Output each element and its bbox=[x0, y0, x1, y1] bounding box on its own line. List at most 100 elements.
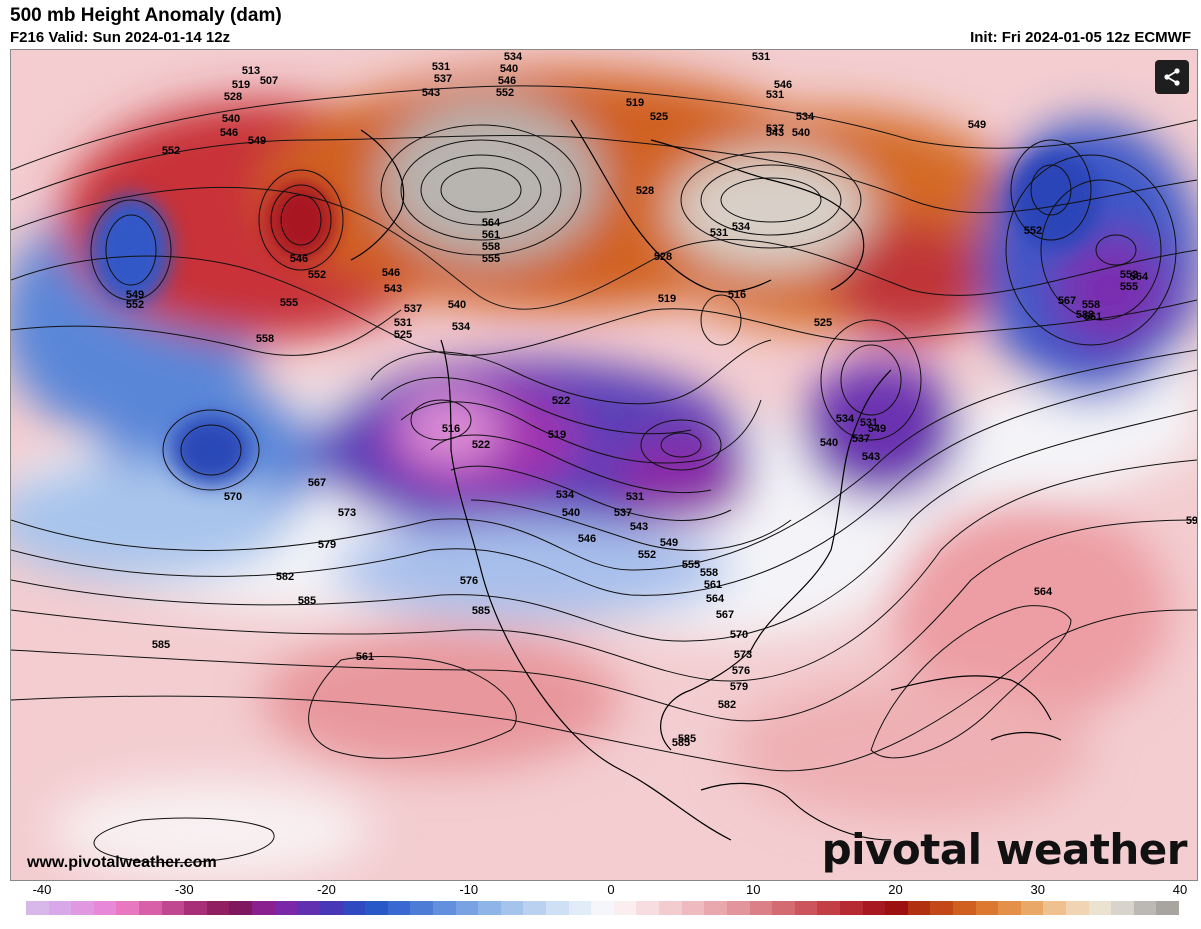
contour-label: 525 bbox=[814, 317, 832, 329]
colorbar-tick-label: 40 bbox=[1172, 882, 1188, 897]
contour-label: 519 bbox=[232, 79, 250, 91]
init-time: Init: Fri 2024-01-05 12z ECMWF bbox=[970, 29, 1191, 46]
contour-label: 576 bbox=[732, 665, 750, 677]
contour-label: 522 bbox=[552, 395, 570, 407]
contour-label: 519 bbox=[626, 97, 644, 109]
contour-label: 570 bbox=[224, 491, 242, 503]
contour-label: 546 bbox=[220, 127, 238, 139]
brand-logo: pivotal weather bbox=[821, 825, 1188, 874]
contour-label: 591 bbox=[1186, 515, 1197, 527]
contour-label: 558 bbox=[1082, 299, 1100, 311]
colorbar-swatch bbox=[455, 901, 479, 915]
contour-label: 525 bbox=[394, 329, 412, 341]
colorbar-swatch bbox=[862, 901, 886, 915]
colorbar-swatch bbox=[93, 901, 117, 915]
contour-label: 585 bbox=[472, 605, 490, 617]
contour-label: 534 bbox=[556, 489, 575, 501]
colorbar-swatch bbox=[704, 901, 727, 915]
contour-label: 558 bbox=[256, 333, 274, 345]
contour-label: 585 bbox=[152, 639, 170, 651]
contour-label: 552 bbox=[638, 549, 656, 561]
contour-label: 543 bbox=[630, 521, 648, 533]
contour-label: 537 bbox=[766, 123, 784, 135]
contour-label: 579 bbox=[318, 539, 336, 551]
contour-label: 549 bbox=[968, 119, 986, 131]
contour-label: 534 bbox=[732, 221, 751, 233]
contour-label: 582 bbox=[718, 699, 736, 711]
colorbar-swatch bbox=[229, 901, 253, 915]
colorbar-swatch bbox=[1133, 901, 1157, 915]
colorbar-swatch bbox=[1043, 901, 1067, 915]
colorbar-swatch bbox=[432, 901, 456, 915]
contour-label: 555 bbox=[482, 253, 500, 265]
colorbar-swatch bbox=[952, 901, 976, 915]
contour-label: 555 bbox=[280, 297, 298, 309]
contour-label: 537 bbox=[404, 303, 422, 315]
colorbar-swatch bbox=[591, 901, 614, 915]
anomaly-map[interactable]: 507 513 519 528 540 546 549 552 546 552 555 558 549 5… bbox=[10, 49, 1198, 881]
contour-label: 528 bbox=[224, 91, 242, 103]
contour-label: 546 bbox=[382, 267, 400, 279]
website-url: www.pivotalweather.com bbox=[27, 854, 217, 871]
colorbar-swatch bbox=[500, 901, 524, 915]
contour-label: 540 bbox=[562, 507, 580, 519]
colorbar-swatch bbox=[1088, 901, 1112, 915]
colorbar-swatch bbox=[998, 901, 1021, 915]
colorbar-swatch bbox=[387, 901, 411, 915]
colorbar-swatch bbox=[342, 901, 366, 915]
contour-label: 564 bbox=[482, 217, 501, 229]
colorbar-swatch bbox=[184, 901, 207, 915]
contour-label: 588 bbox=[1076, 309, 1094, 321]
colorbar-swatch bbox=[206, 901, 230, 915]
colorbar-swatch bbox=[839, 901, 863, 915]
contour-label: 549 bbox=[126, 289, 144, 301]
contour-label: 546 bbox=[498, 75, 516, 87]
contour-label: 516 bbox=[442, 423, 460, 435]
contour-label: 513 bbox=[242, 65, 260, 77]
contour-label: 561 bbox=[1084, 311, 1102, 323]
colorbar-tick-label: 20 bbox=[888, 882, 903, 897]
colorbar-swatch bbox=[71, 901, 94, 915]
colorbar-swatch bbox=[139, 901, 162, 915]
contour-label: 528 bbox=[654, 251, 672, 263]
colorbar-tick-label: -40 bbox=[32, 882, 52, 897]
colorbar-swatch bbox=[1066, 901, 1089, 915]
contour-label: 552 bbox=[126, 299, 144, 311]
contour-label: 555 bbox=[1120, 281, 1138, 293]
contour-label: 552 bbox=[496, 87, 514, 99]
contour-label: 564 bbox=[1130, 271, 1149, 283]
contour-label: 558 bbox=[482, 241, 500, 253]
contour-label: 546 bbox=[774, 79, 792, 91]
contour-label: 549 bbox=[868, 423, 886, 435]
contour-label: 567 bbox=[308, 477, 326, 489]
colorbar-swatch bbox=[297, 901, 320, 915]
colorbar-tick-label: -20 bbox=[317, 882, 336, 897]
contour-label: 543 bbox=[384, 283, 402, 295]
map-title: 500 mb Height Anomaly (dam) bbox=[10, 5, 282, 26]
contour-label: 531 bbox=[432, 61, 450, 73]
colorbar-tick-label: 30 bbox=[1030, 882, 1045, 897]
colorbar-swatch bbox=[523, 901, 547, 915]
contour-label: 552 bbox=[308, 269, 326, 281]
contour-label: 558 bbox=[700, 567, 718, 579]
contour-label: 525 bbox=[650, 111, 668, 123]
contour-label: 537 bbox=[614, 507, 632, 519]
contour-label: 534 bbox=[504, 51, 523, 63]
colorbar-swatch bbox=[885, 901, 908, 915]
colorbar-swatch bbox=[274, 901, 298, 915]
contour-label: 537 bbox=[434, 73, 452, 85]
contour-label: 567 bbox=[1058, 295, 1076, 307]
valid-time: F216 Valid: Sun 2024-01-14 12z bbox=[10, 29, 231, 46]
contour-label: 585 bbox=[672, 737, 690, 749]
contour-label: 573 bbox=[734, 649, 752, 661]
contour-label: 531 bbox=[710, 227, 728, 239]
contour-label: 552 bbox=[1024, 225, 1042, 237]
contour-label: 534 bbox=[836, 413, 855, 425]
contour-label: 537 bbox=[852, 433, 870, 445]
colorbar-swatch bbox=[568, 901, 592, 915]
contour-label: 555 bbox=[682, 559, 700, 571]
share-button[interactable] bbox=[1155, 60, 1189, 94]
contour-label: 534 bbox=[452, 321, 471, 333]
contour-label: 522 bbox=[472, 439, 490, 451]
colorbar-swatch bbox=[365, 901, 388, 915]
